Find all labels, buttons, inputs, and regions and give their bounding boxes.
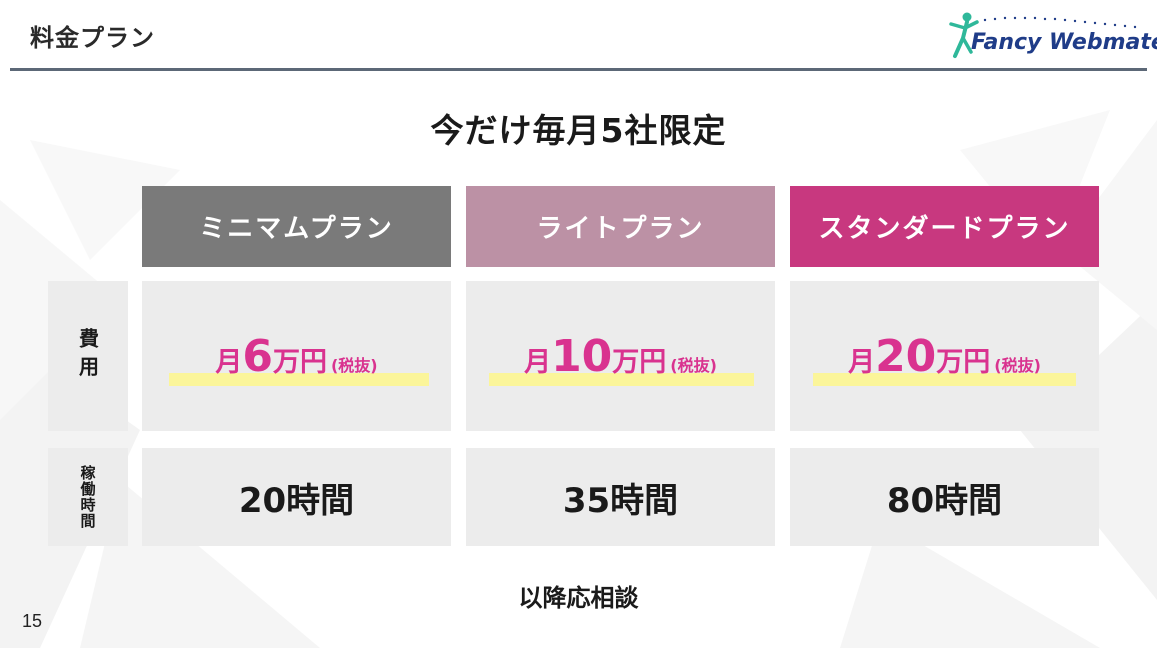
price-cell-minimum: 月6万円 (税抜) bbox=[142, 281, 451, 431]
price-cell-light: 月10万円 (税抜) bbox=[466, 281, 775, 431]
price-prefix: 月 bbox=[524, 347, 552, 378]
hours-value: 35時間 bbox=[562, 480, 679, 521]
logo-figure-icon bbox=[949, 12, 1137, 58]
row-label-cost: 費用 bbox=[48, 281, 128, 431]
price-prefix: 月 bbox=[848, 347, 876, 378]
price-highlight bbox=[813, 373, 1076, 386]
footnote: 以降応相談 bbox=[518, 584, 639, 612]
row-label-hours: 稼働時間 bbox=[48, 448, 128, 546]
row-label-cost-text: 費用 bbox=[75, 328, 100, 384]
hours-cell-minimum: 20時間 bbox=[142, 448, 451, 546]
headline: 今だけ毎月5社限定 bbox=[430, 111, 727, 150]
hours-cell-light: 35時間 bbox=[466, 448, 775, 546]
price-note: (税抜) bbox=[330, 356, 378, 375]
price-suffix: 万円 bbox=[612, 347, 667, 378]
header-divider bbox=[10, 68, 1147, 71]
price-text: 月20万円 (税抜) bbox=[790, 331, 1099, 382]
price-prefix: 月 bbox=[215, 347, 243, 378]
page-title: 料金プラン bbox=[30, 24, 155, 52]
plan-header-light: ライトプラン bbox=[466, 186, 775, 267]
price-suffix: 万円 bbox=[272, 347, 327, 378]
row-label-hours-text: 稼働時間 bbox=[78, 465, 97, 529]
page-number: 15 bbox=[22, 611, 43, 631]
price-cell-standard: 月20万円 (税抜) bbox=[790, 281, 1099, 431]
price-value: 6 bbox=[242, 331, 273, 382]
price-text: 月6万円 (税抜) bbox=[142, 331, 451, 382]
price-value: 20 bbox=[875, 331, 937, 382]
price-highlight bbox=[169, 373, 429, 386]
plan-header-standard: スタンダードプラン bbox=[790, 186, 1099, 267]
price-note: (税抜) bbox=[670, 356, 717, 375]
hours-value: 20時間 bbox=[238, 480, 355, 521]
price-value: 10 bbox=[551, 331, 613, 382]
price-highlight bbox=[489, 373, 754, 386]
price-suffix: 万円 bbox=[936, 347, 991, 378]
plan-name: ライトプラン bbox=[536, 214, 705, 244]
hours-cell-standard: 80時間 bbox=[790, 448, 1099, 546]
hours-value: 80時間 bbox=[886, 480, 1003, 521]
company-logo: Fancy Webmate bbox=[945, 8, 1157, 64]
logo-text: Fancy Webmate bbox=[971, 30, 1157, 55]
price-text: 月10万円 (税抜) bbox=[466, 331, 775, 382]
price-note: (税抜) bbox=[994, 356, 1041, 375]
plan-header-minimum: ミニマムプラン bbox=[142, 186, 451, 267]
plan-name: ミニマムプラン bbox=[199, 214, 394, 244]
plan-name: スタンダードプラン bbox=[818, 214, 1071, 244]
